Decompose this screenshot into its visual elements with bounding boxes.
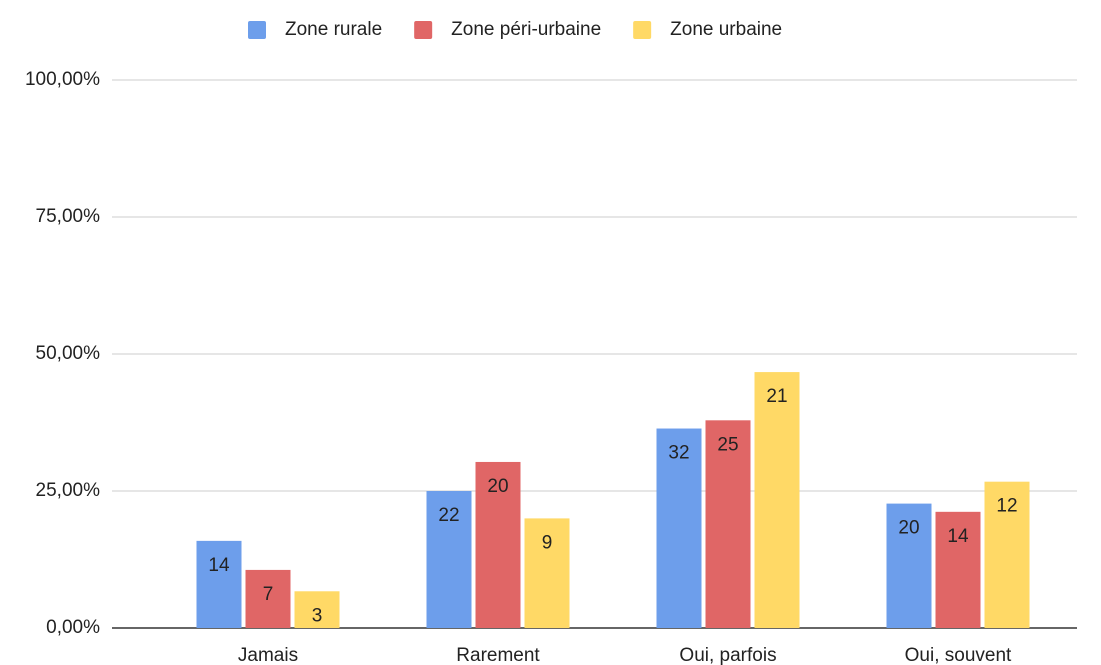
y-tick-label: 100,00% [25,69,100,90]
legend-label: Zone péri-urbaine [451,19,601,40]
x-tick-label: Jamais [238,645,298,665]
y-tick-label: 75,00% [36,206,101,227]
data-label: 20 [898,518,919,539]
data-label: 12 [996,496,1017,517]
y-tick-label: 50,00% [36,343,101,364]
y-tick-label: 25,00% [36,480,101,501]
bar [294,591,340,628]
bar [984,481,1030,628]
bar [475,461,521,628]
y-tick-label: 0,00% [46,617,100,638]
data-label: 21 [766,386,787,407]
bar [245,569,291,628]
data-label: 22 [438,505,459,526]
bar [426,491,472,628]
x-tick-label: Oui, souvent [905,645,1012,665]
legend-swatch [414,21,433,39]
legend-swatch [248,21,266,39]
data-label: 14 [208,555,230,576]
bar [754,372,800,628]
data-label: 3 [312,605,323,626]
legend-swatch [633,21,652,39]
data-label: 32 [668,443,689,464]
data-label: 9 [542,532,553,553]
bar [524,518,570,628]
legend-label: Zone rurale [285,19,382,40]
data-label: 20 [487,476,508,497]
bar [705,420,751,628]
legend-label: Zone urbaine [670,19,782,40]
data-label: 14 [947,526,969,547]
x-tick-label: Rarement [456,645,540,665]
bar [656,428,702,628]
bar [196,540,242,628]
data-label: 25 [717,434,738,455]
bar [935,511,981,628]
x-tick-label: Oui, parfois [679,645,776,665]
bar [886,503,932,628]
data-label: 7 [263,584,274,605]
